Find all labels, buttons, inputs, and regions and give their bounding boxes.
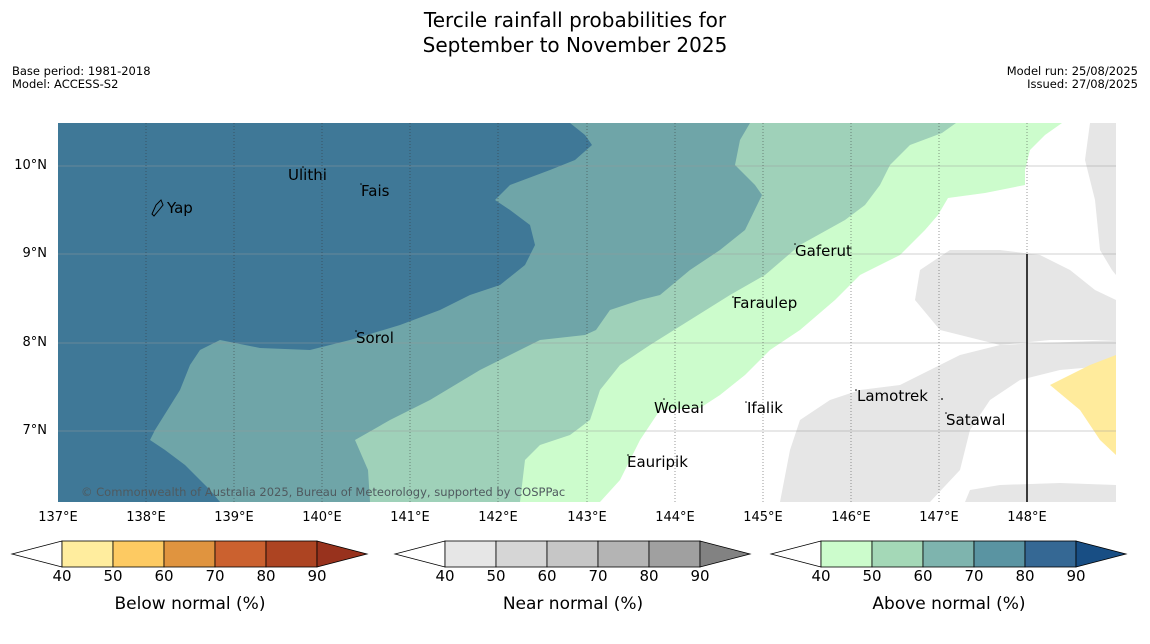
map-title-line2: September to November 2025 (422, 33, 728, 57)
place-fais: Fais (361, 182, 390, 200)
near-normal-region (780, 340, 1116, 502)
place-gaferut: Gaferut (795, 242, 852, 260)
lon-label-148e: 148°E (1007, 510, 1047, 525)
lon-label-142e: 142°E (478, 510, 518, 525)
place-lamotrek: Lamotrek (857, 387, 928, 405)
lon-label-137e: 137°E (38, 510, 78, 525)
above-normal-label: Above normal (%) (872, 594, 1026, 614)
place-woleai: Woleai (654, 399, 704, 417)
colorbar-tick-label: 50 (103, 567, 123, 585)
yap-island (151, 199, 164, 217)
lon-label-145e: 145°E (743, 510, 783, 525)
colorbar-tick-label: 90 (690, 567, 710, 585)
colorbar-tick-label: 90 (1066, 567, 1086, 585)
lon-label-144e: 144°E (655, 510, 695, 525)
lat-label-7n: 7°N (22, 423, 48, 438)
above-normal-90-region (58, 123, 592, 502)
lon-label-143e: 143°E (567, 510, 607, 525)
place-faraulep: Faraulep (733, 294, 798, 312)
colorbar-tick-label: 80 (1015, 567, 1035, 585)
colorbar-tick-label: 40 (811, 567, 831, 585)
place-yap: Yap (167, 199, 193, 217)
near-normal-region (915, 250, 1116, 345)
lat-label-9n: 9°N (22, 246, 48, 261)
map-title-line1: Tercile rainfall probabilities for (423, 8, 727, 32)
near-normal-label: Near normal (%) (502, 594, 644, 614)
lon-label-147e: 147°E (919, 510, 959, 525)
colorbar-tick-label: 70 (205, 567, 225, 585)
lon-label-138e: 138°E (126, 510, 166, 525)
colorbar-tick-label: 50 (862, 567, 882, 585)
place-sorol: Sorol (356, 329, 394, 347)
lon-label-140e: 140°E (302, 510, 342, 525)
colorbar-tick-label: 70 (964, 567, 984, 585)
colorbar-tick-label: 60 (154, 567, 174, 585)
copyright-notice: © Commonwealth of Australia 2025, Bureau… (81, 485, 566, 499)
place-eauripik: Eauripik (627, 453, 688, 471)
colorbar-tick-label: 80 (639, 567, 659, 585)
colorbar-tick-label: 70 (588, 567, 608, 585)
below-normal-region (1050, 355, 1116, 455)
model-name: Model: ACCESS-S2 (12, 77, 119, 91)
colorbar-tick-label: 50 (486, 567, 506, 585)
place-satawal: Satawal (946, 411, 1006, 429)
issued-date: Issued: 27/08/2025 (1027, 77, 1138, 91)
island-dots (302, 166, 947, 456)
colorbar-tick-label: 60 (913, 567, 933, 585)
near-normal-region (965, 483, 1116, 502)
colorbar-tick-label: 90 (307, 567, 327, 585)
place-ifalik: Ifalik (747, 399, 783, 417)
base-period: Base period: 1981-2018 (12, 64, 151, 78)
colorbar-tick-label: 80 (256, 567, 276, 585)
lat-label-10n: 10°N (14, 158, 47, 173)
lon-gridlines (145, 123, 1028, 502)
below-normal-label: Below normal (%) (114, 594, 266, 614)
colorbar-tick-label: 60 (537, 567, 557, 585)
place-ulithi: Ulithi (288, 166, 327, 184)
lon-label-141e: 141°E (390, 510, 430, 525)
lat-label-8n: 8°N (22, 335, 48, 350)
model-run: Model run: 25/08/2025 (1006, 64, 1138, 78)
lon-label-146e: 146°E (831, 510, 871, 525)
colorbar-tick-label: 40 (52, 567, 72, 585)
lon-label-139e: 139°E (214, 510, 254, 525)
near-normal-region (1085, 123, 1116, 275)
colorbar-tick-label: 40 (435, 567, 455, 585)
